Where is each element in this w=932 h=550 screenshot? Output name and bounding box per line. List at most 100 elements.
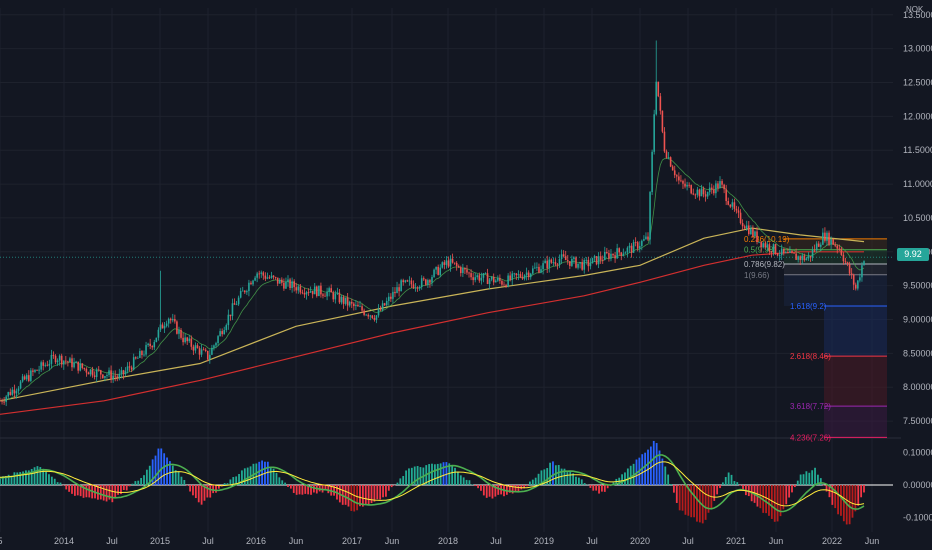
oscillator-bar (802, 474, 805, 485)
candle-body (353, 303, 355, 307)
oscillator-bar (557, 464, 560, 485)
candle-body (832, 239, 834, 245)
candle-body (46, 364, 49, 366)
oscillator-bar (171, 465, 174, 485)
oscillator-bar (292, 485, 295, 493)
fib-zone-band (784, 249, 887, 264)
oscillator-bar (834, 485, 837, 509)
oscillator-bar (4, 475, 7, 485)
candle-body (128, 366, 131, 368)
oscillator-bar (508, 485, 511, 493)
candle-body (571, 258, 573, 266)
oscillator-bar (840, 485, 842, 516)
candle-body (850, 273, 853, 275)
oscillator-bar (241, 470, 243, 485)
price-tick-label: 13.00000 (903, 44, 932, 54)
candle-body (795, 253, 797, 260)
candle-body (176, 321, 178, 334)
candle-body (406, 280, 409, 282)
candle-body (671, 166, 674, 171)
candle-body (149, 343, 151, 347)
oscillator-bar (474, 485, 477, 487)
candle-body (750, 228, 752, 235)
oscillator-bar (673, 485, 675, 493)
oscillator-bar (626, 468, 629, 485)
candle-body (102, 374, 104, 378)
candle-body (416, 287, 419, 289)
candle-body (377, 309, 380, 316)
candle-body (77, 361, 79, 371)
candle-body (721, 181, 723, 185)
candle-body (355, 304, 357, 307)
oscillator-bar (773, 485, 776, 522)
candle-body (815, 243, 818, 251)
oscillator-bar (831, 485, 834, 505)
candle-body (813, 249, 816, 251)
fib-level-label: 1.618(9.2) (790, 302, 827, 311)
candle-body (198, 348, 201, 355)
oscillator-bar (713, 485, 716, 501)
time-tick-label: Jul (682, 536, 694, 546)
candle-body (836, 245, 839, 249)
oscillator-bar (379, 485, 382, 500)
price-series (0, 40, 865, 407)
oscillator-bar (730, 474, 733, 485)
candle-body (104, 375, 106, 378)
oscillator-bar (137, 480, 140, 485)
candle-body (787, 251, 789, 253)
oscillator-bar (232, 477, 235, 485)
candle-body (799, 256, 802, 260)
candle-body (301, 292, 304, 294)
candle-body (791, 250, 793, 253)
candle-body (492, 276, 495, 283)
candle-body (846, 262, 849, 265)
oscillator-bar (431, 463, 433, 485)
oscillator-bar (402, 476, 405, 485)
candle-body (447, 260, 450, 267)
candle-body (163, 325, 166, 329)
candle-body (379, 309, 382, 311)
oscillator-bar (321, 485, 324, 493)
candle-body (42, 362, 44, 366)
oscillator-bar (529, 481, 531, 485)
candle-body (503, 284, 505, 286)
candle-body (513, 273, 516, 275)
oscillator-bar (258, 461, 261, 485)
candle-body (587, 259, 590, 267)
oscillator-bar (350, 485, 353, 511)
oscillator-bar (298, 485, 301, 495)
time-tick-label: Jun (289, 536, 304, 546)
candle-body (694, 194, 697, 196)
candle-body (19, 381, 22, 389)
oscillator-bar (13, 472, 16, 485)
oscillator-bar (1, 476, 4, 485)
candle-body (297, 286, 300, 291)
candle-body (285, 281, 287, 289)
candle-body (116, 376, 119, 378)
candle-body (838, 248, 841, 250)
chart-grid (0, 8, 901, 532)
oscillator-bar (16, 472, 19, 485)
candle-body (766, 244, 769, 248)
oscillator-bar (788, 485, 791, 498)
candle-body (81, 363, 84, 368)
candle-body (15, 390, 18, 394)
oscillator-bar (572, 473, 575, 485)
candle-body (258, 273, 260, 275)
candle-body (610, 253, 612, 259)
oscillator-bar (238, 474, 240, 485)
oscillator-bar (782, 485, 785, 510)
oscillator-bar (359, 485, 361, 507)
candle-body (178, 329, 180, 334)
candle-body (209, 354, 211, 360)
oscillator-bar (684, 485, 687, 515)
oscillator-bar (445, 462, 448, 485)
oscillator-bar (552, 461, 554, 485)
oscillator-bar (73, 485, 76, 496)
oscillator-bar (307, 485, 310, 495)
